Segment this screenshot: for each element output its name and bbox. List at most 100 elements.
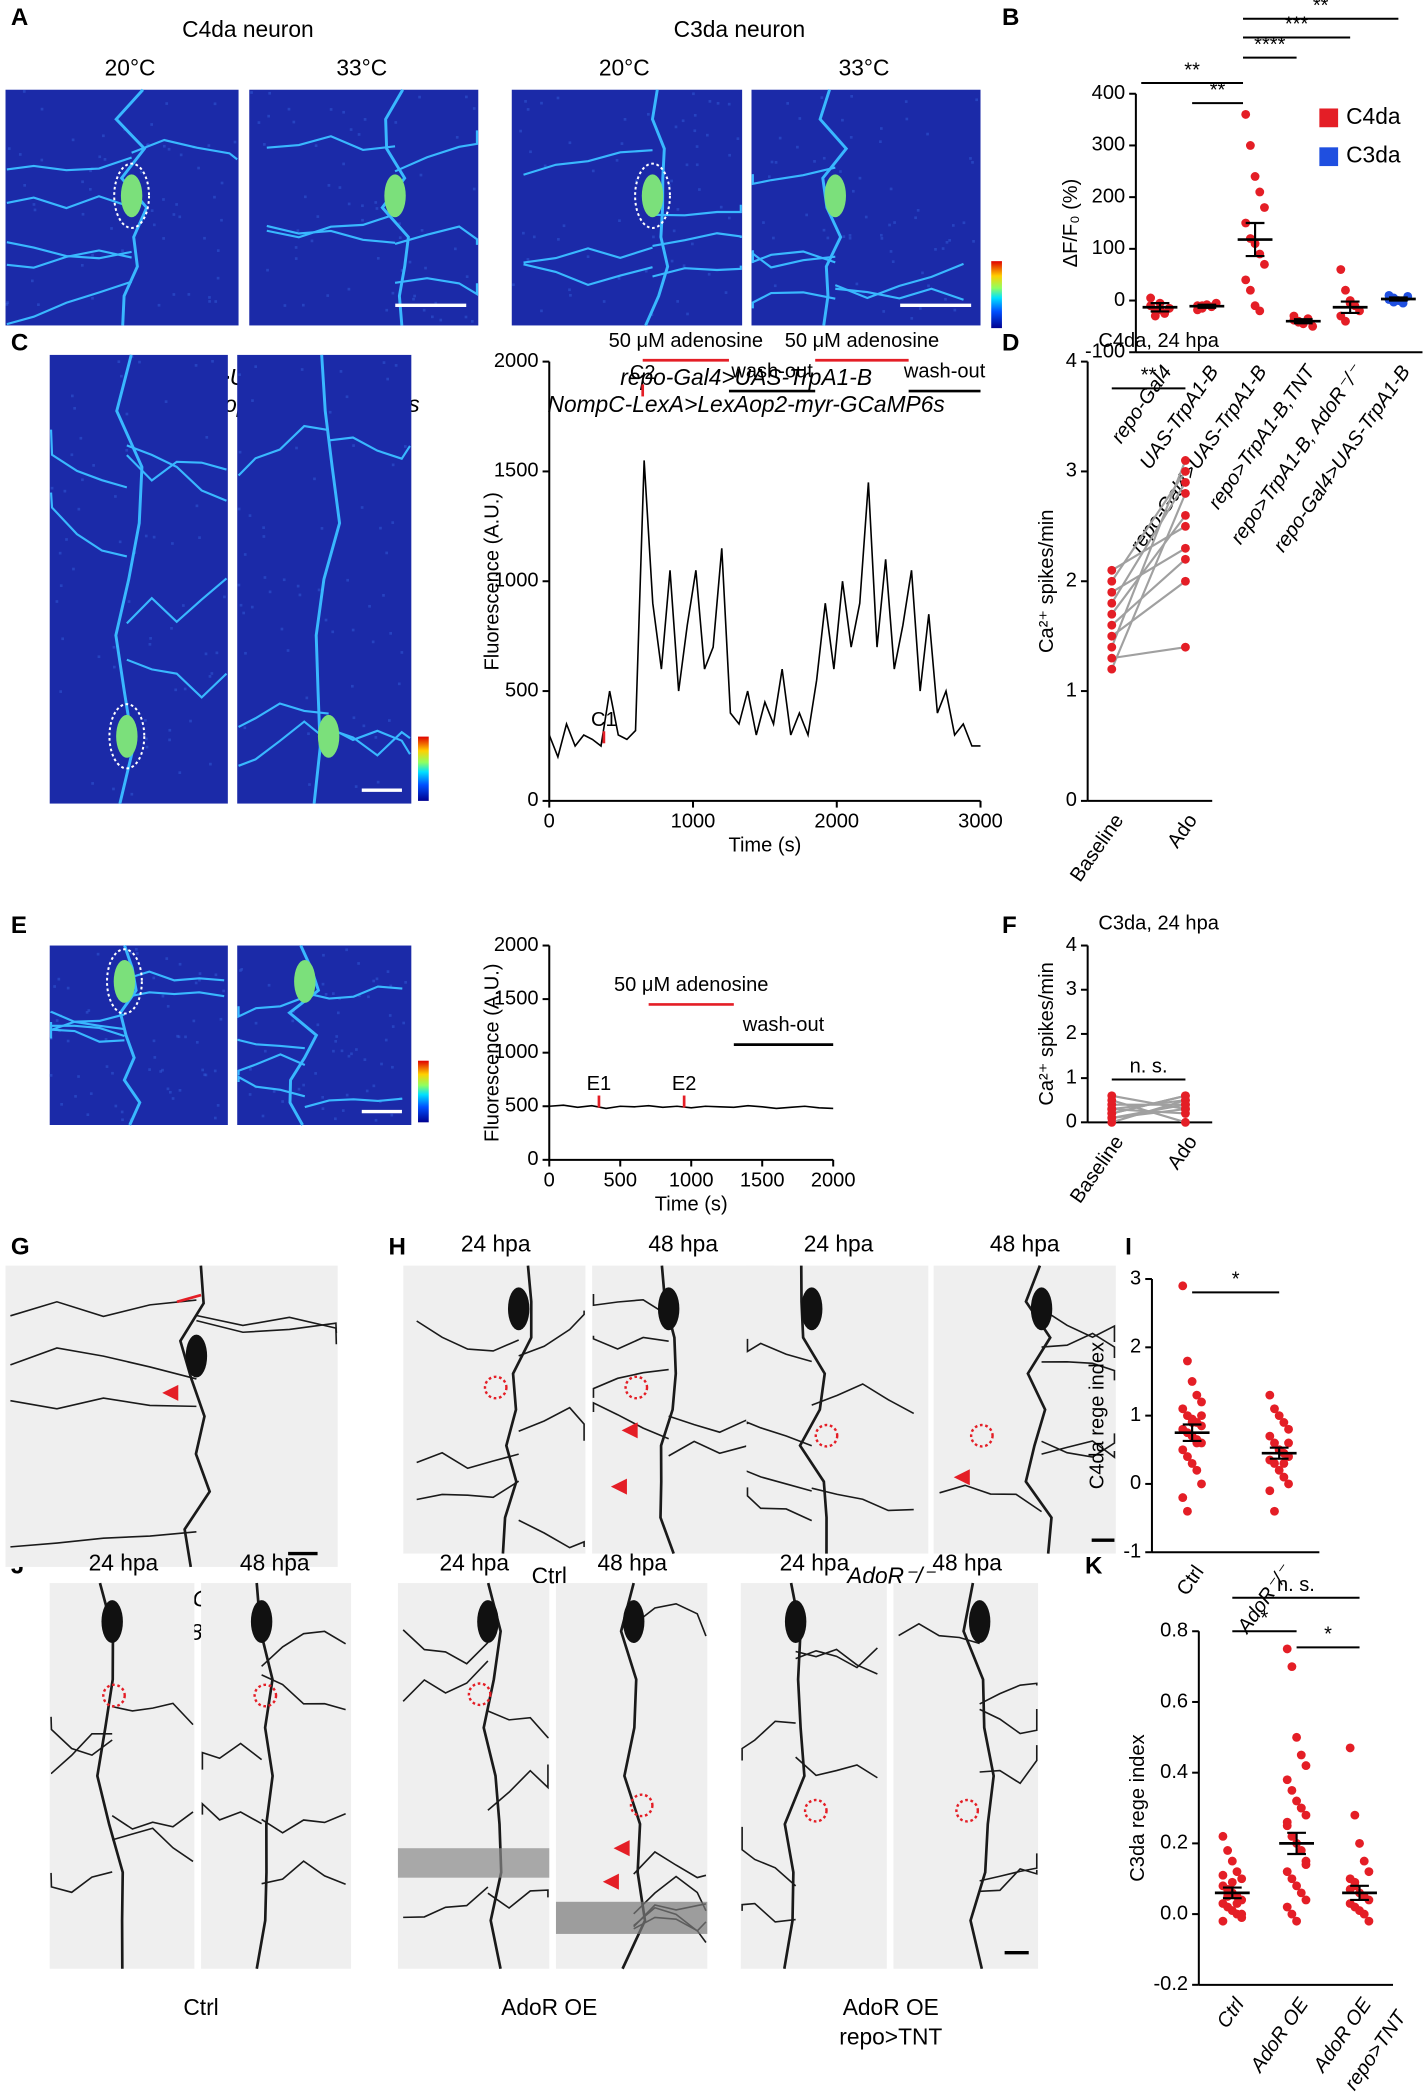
image-noise	[465, 95, 468, 99]
image-noise	[179, 153, 183, 157]
micrograph	[933, 1265, 1116, 1554]
image-background	[511, 89, 743, 326]
image-noise	[55, 1019, 59, 1022]
image-background	[592, 1265, 775, 1554]
image-noise	[647, 112, 650, 116]
image-noise	[207, 144, 211, 147]
image-noise	[676, 208, 680, 211]
panel-letter: G	[11, 1234, 30, 1261]
image-noise	[58, 551, 62, 555]
image-band	[555, 1901, 708, 1934]
image-noise	[826, 236, 830, 240]
injury-site	[253, 1683, 278, 1708]
y-tick-label: 1500	[494, 460, 539, 482]
image-noise	[134, 947, 138, 951]
panel-letter: H	[389, 1234, 406, 1261]
micrograph	[5, 88, 239, 326]
neurite-branch	[403, 1886, 489, 1919]
image-noise	[211, 359, 214, 363]
data-point	[1292, 1881, 1302, 1891]
panel-letter: E	[11, 912, 27, 939]
x-tick-label: 0	[544, 1170, 555, 1192]
image-noise	[321, 1107, 325, 1111]
significance-label: n. s.	[1277, 1574, 1315, 1596]
image-noise	[250, 91, 253, 94]
neurite-branch	[979, 1682, 1038, 1705]
image-noise	[166, 1004, 170, 1008]
image-noise	[209, 762, 212, 766]
pair-line	[1110, 514, 1187, 615]
data-point	[1292, 1916, 1302, 1926]
data-point	[1183, 1356, 1192, 1366]
micrograph	[403, 1265, 586, 1554]
image-noise	[335, 1035, 339, 1038]
image-noise	[360, 506, 364, 509]
data-point	[1181, 477, 1190, 487]
data-point	[1301, 1860, 1311, 1870]
y-tick-label: -0.2	[1153, 1973, 1188, 1995]
data-point	[1270, 1506, 1279, 1516]
data-point	[1359, 1856, 1369, 1866]
data-point	[1223, 1846, 1233, 1855]
error-bar	[1197, 303, 1217, 309]
image-noise	[57, 977, 61, 981]
image-noise	[178, 962, 182, 966]
neurite-branch	[652, 232, 742, 247]
image-noise	[295, 446, 298, 450]
data-point	[1287, 1831, 1297, 1841]
data-point	[1260, 203, 1269, 212]
neurite	[114, 88, 149, 326]
data-point	[1245, 285, 1255, 295]
data-point	[1181, 554, 1190, 564]
y-tick-label: 1500	[494, 987, 539, 1009]
image-noise	[213, 1069, 217, 1073]
legend-swatch	[1319, 147, 1339, 167]
neurite-branch	[402, 1629, 489, 1665]
image-noise	[695, 163, 699, 167]
image-noise	[114, 1104, 118, 1108]
image-noise	[347, 1054, 351, 1058]
y-tick-label: 3	[1130, 1267, 1141, 1289]
image-noise	[430, 315, 434, 319]
image-noise	[112, 787, 115, 791]
injury-site	[483, 1375, 508, 1400]
x-tick-label: 2000	[814, 811, 859, 833]
image-noise	[317, 588, 321, 592]
image-noise	[351, 628, 355, 632]
image-noise	[540, 309, 543, 313]
image-noise	[171, 1097, 175, 1100]
image-noise	[102, 134, 105, 138]
period-label: 50 μM adenosine	[785, 330, 939, 352]
image-noise	[286, 649, 290, 652]
data-point	[1218, 1870, 1228, 1880]
data-point	[1296, 1888, 1306, 1898]
legend-label: C4da	[1346, 103, 1401, 129]
data-point	[1187, 1459, 1197, 1468]
neurite-branch	[416, 1451, 519, 1470]
image-background	[403, 1265, 586, 1554]
image-noise	[129, 951, 133, 955]
image-noise	[322, 953, 325, 957]
image-noise	[308, 783, 311, 786]
neurite-branch	[979, 1853, 1038, 1882]
micrograph	[893, 1582, 1039, 1970]
data-point	[1181, 510, 1190, 520]
error-bar	[1245, 221, 1265, 258]
arrowhead	[953, 1469, 970, 1486]
image-noise	[304, 195, 307, 199]
x-tick-label: AdoR OE	[1246, 1994, 1314, 2077]
x-tick-label: Ado	[1163, 810, 1202, 852]
soma	[294, 960, 316, 1003]
image-noise	[390, 1113, 394, 1117]
data-point	[1107, 620, 1117, 630]
neurite-branch	[304, 1097, 403, 1109]
image-noise	[135, 952, 139, 955]
y-tick-label: 1	[1066, 1066, 1077, 1088]
image-noise	[175, 203, 178, 206]
neurite-branch	[523, 246, 653, 264]
image-noise	[281, 1100, 284, 1103]
image-noise	[125, 448, 129, 452]
injury-site	[969, 1423, 994, 1448]
image-noise	[338, 186, 342, 189]
neurite-branch	[751, 291, 836, 309]
